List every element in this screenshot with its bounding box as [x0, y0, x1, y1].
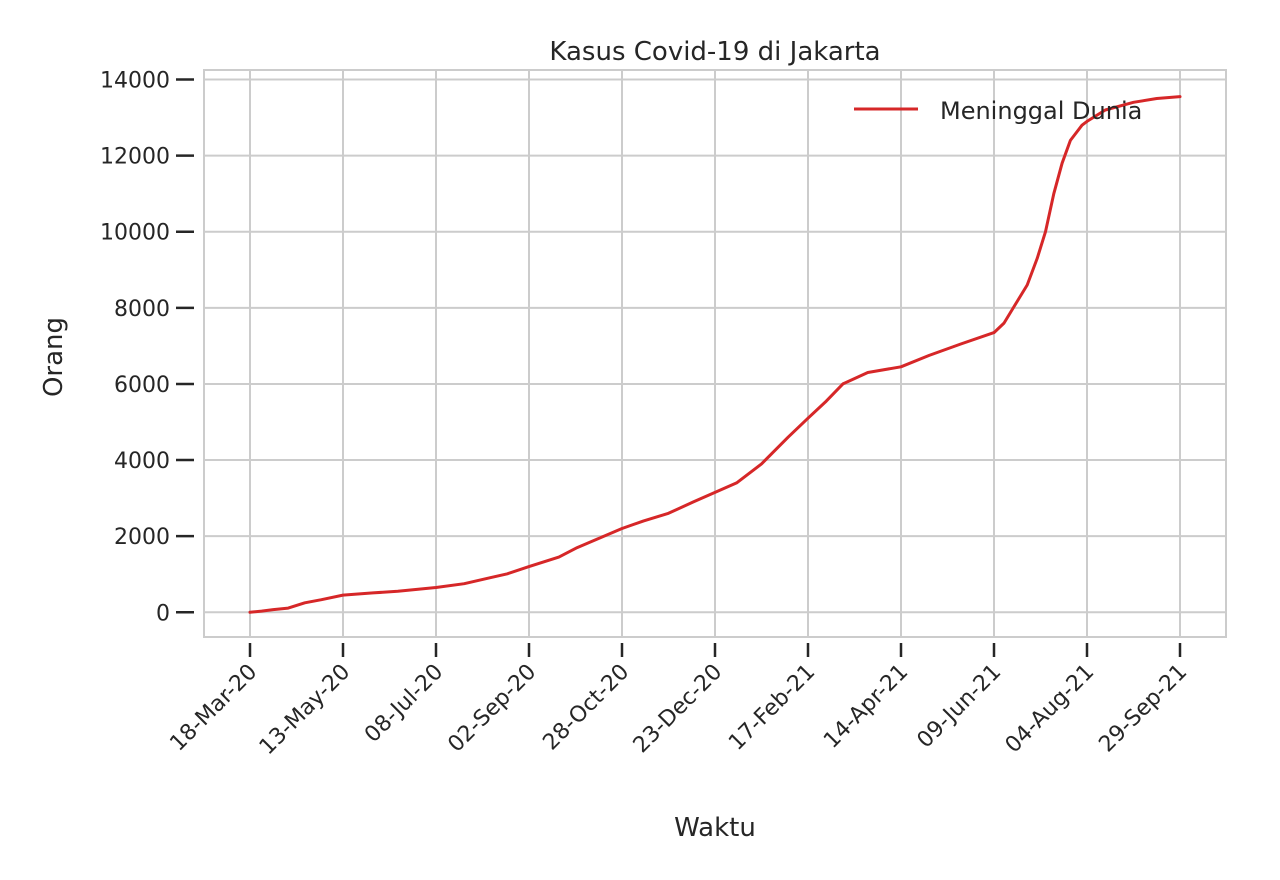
x-tick-label: 08-Jul-20 — [360, 660, 448, 748]
x-tick-label: 18-Mar-20 — [165, 660, 262, 757]
grid — [204, 70, 1226, 637]
y-tick-label: 10000 — [100, 221, 170, 246]
x-tick-label: 23-Dec-20 — [629, 660, 728, 759]
y-tick-label: 2000 — [114, 525, 170, 550]
y-tick-label: 6000 — [114, 373, 170, 398]
y-tick-label: 14000 — [100, 69, 170, 94]
x-axis-title: Waktu — [674, 813, 756, 843]
x-tick-label: 14-Apr-21 — [819, 660, 913, 754]
legend: Meninggal Dunia — [854, 97, 1142, 125]
x-tick-label: 29-Sep-21 — [1094, 660, 1192, 758]
x-tick-label: 17-Feb-21 — [724, 660, 820, 756]
series-line-meninggal-dunia — [248, 95, 1182, 614]
chart-title: Kasus Covid-19 di Jakarta — [549, 37, 880, 67]
x-tick-label: 13-May-20 — [255, 660, 355, 760]
x-tick-label: 04-Aug-21 — [1001, 660, 1100, 759]
y-tick-label: 12000 — [100, 145, 170, 170]
y-axis-title: Orang — [39, 317, 69, 397]
y-tick-label: 8000 — [114, 297, 170, 322]
x-tick-label: 28-Oct-20 — [538, 660, 634, 756]
y-tick-label: 4000 — [114, 449, 170, 474]
x-tick-label: 09-Jun-21 — [913, 660, 1007, 754]
y-tick-label: 0 — [156, 601, 170, 626]
plot-area-frame — [203, 69, 1227, 638]
legend-label: Meninggal Dunia — [940, 97, 1142, 125]
x-tick-label: 02-Sep-20 — [443, 660, 541, 758]
